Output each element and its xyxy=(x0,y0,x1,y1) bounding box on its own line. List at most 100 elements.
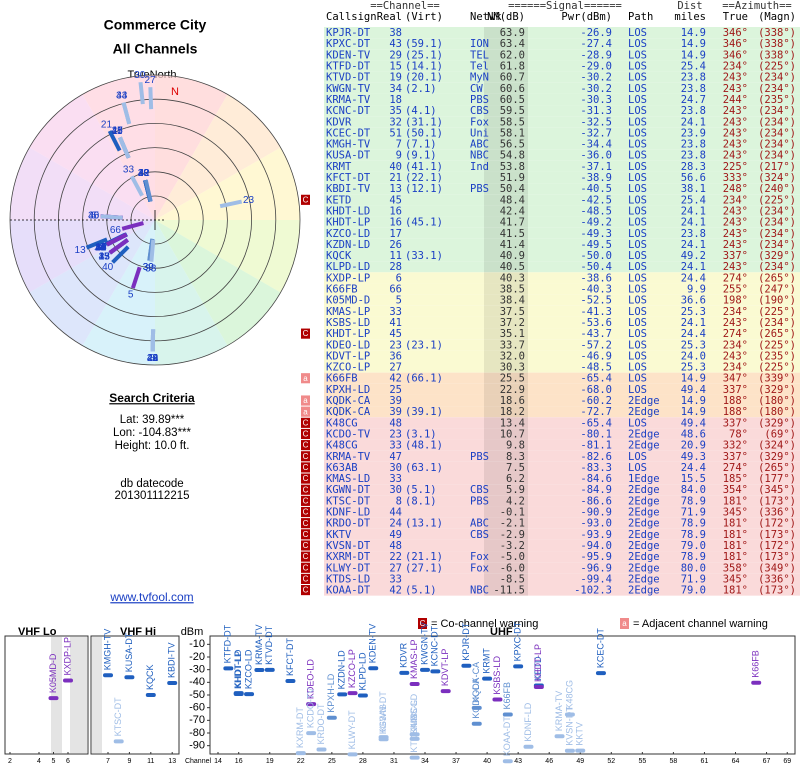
cell: KRMT xyxy=(326,161,352,173)
cell: (339°) xyxy=(758,373,796,385)
signal-mark xyxy=(409,755,420,760)
signal-mark xyxy=(306,731,317,736)
cell: 49 xyxy=(389,529,402,541)
cell: 36.6 xyxy=(681,295,706,307)
spoke-label: 32 xyxy=(95,242,107,253)
spectrum-chart: VHF Lo VHF Hi UHF dBm Channel -10-20-30-… xyxy=(4,621,796,765)
cell: KRDO-DT xyxy=(326,518,371,530)
cell: -41.3 xyxy=(580,306,612,318)
cell: -48.5 xyxy=(580,362,612,374)
y-tick-label: -80 xyxy=(189,727,205,739)
warning-box xyxy=(301,328,310,339)
cell: 243° xyxy=(723,139,748,151)
nm-shade xyxy=(484,183,528,195)
cell: 333° xyxy=(723,172,748,184)
cell: 20.9 xyxy=(681,440,706,452)
nm-shade xyxy=(484,361,528,373)
cell: 234° xyxy=(723,194,748,206)
signal-label: KHDT-LP xyxy=(533,644,543,682)
cell: 18.2 xyxy=(500,406,525,418)
signal-label: K63AB xyxy=(378,704,388,732)
signal-mark xyxy=(167,680,178,685)
spoke-label: 47 xyxy=(112,126,124,137)
title: Commerce City xyxy=(104,17,207,33)
cell: KDVT-LP xyxy=(326,350,370,362)
cell: 181° xyxy=(723,551,748,563)
row-bg xyxy=(324,38,800,50)
cell: 84.0 xyxy=(681,484,706,496)
row-bg xyxy=(324,183,800,195)
cell: -34.4 xyxy=(580,139,612,151)
cell: TEL xyxy=(470,49,489,61)
cell: 181° xyxy=(723,540,748,552)
spoke-label: 33 xyxy=(99,252,111,263)
cell: KHDT-LD xyxy=(326,205,370,217)
cell: (234°) xyxy=(758,83,796,95)
cell: 243° xyxy=(723,317,748,329)
site-link[interactable]: www.tvfool.com xyxy=(109,590,193,604)
row-bg xyxy=(324,528,800,540)
cell: (338°) xyxy=(758,38,796,50)
cell: 243° xyxy=(723,350,748,362)
warning-box xyxy=(301,585,310,596)
signal-label: KRDO-DT xyxy=(316,703,326,744)
station-spoke xyxy=(143,179,153,202)
cell: (66.1) xyxy=(405,373,443,385)
signal-label: KSBS-LD xyxy=(492,656,502,695)
x-axis-label: Channel xyxy=(185,758,212,765)
nm-shade xyxy=(484,49,528,61)
nm-shade xyxy=(484,261,528,273)
x-tick-label: 28 xyxy=(359,758,367,765)
cell: (172°) xyxy=(758,540,796,552)
cell: -37.1 xyxy=(580,161,612,173)
cell: 40.3 xyxy=(500,272,525,284)
row-bg xyxy=(324,350,800,362)
signal-label: KCDO-TV xyxy=(306,688,316,729)
cell: 33 xyxy=(389,573,402,585)
height: Height: 10.0 ft. xyxy=(115,440,190,452)
cell: 35 xyxy=(389,105,402,117)
cell: KUSA-DT xyxy=(326,150,371,162)
sector xyxy=(29,94,156,220)
warning-icon: C xyxy=(303,552,309,561)
spoke-label: 33 xyxy=(116,91,128,102)
x-tick-label: 22 xyxy=(297,758,305,765)
cell: 25.4 xyxy=(681,61,706,73)
cell: 30 xyxy=(389,484,402,496)
row-bg xyxy=(324,484,800,496)
cell: ION xyxy=(470,38,489,50)
cell: (59.1) xyxy=(405,38,443,50)
cell: (69°) xyxy=(764,428,796,440)
signal-label: KETD xyxy=(533,656,543,681)
nm-shade xyxy=(484,428,528,440)
signal-mark xyxy=(223,666,234,671)
x-tick-label: 31 xyxy=(390,758,398,765)
cell: PBS xyxy=(470,495,489,507)
row-bg xyxy=(324,361,800,373)
cell: -57.2 xyxy=(580,339,612,351)
signal-mark xyxy=(337,692,348,697)
cell: 40 xyxy=(389,161,402,173)
x-tick-label: 67 xyxy=(763,758,771,765)
cell: K66FB xyxy=(326,373,358,385)
cell: LOS xyxy=(628,317,647,329)
signal-label: KQDK-CA xyxy=(471,678,481,719)
cell: 18 xyxy=(389,94,402,106)
cell: 48.6 xyxy=(681,428,706,440)
spoke-label: 42 xyxy=(139,168,151,179)
vhf-hi-label: VHF Hi xyxy=(120,626,156,638)
warning-icon: C xyxy=(303,508,309,517)
row-bg xyxy=(324,27,800,39)
row-bg xyxy=(324,394,800,407)
column-header: (Magn) xyxy=(758,11,796,23)
signal-label: KVSN-DT xyxy=(564,706,574,746)
nm-shade xyxy=(484,394,528,407)
adj-icon-box xyxy=(620,618,629,629)
cell: 15 xyxy=(389,61,402,73)
cell: LOS xyxy=(628,451,647,463)
spoke-label: 39 xyxy=(143,262,155,273)
signal-label: KTFD-DT xyxy=(223,624,233,663)
signal-mark xyxy=(368,666,379,671)
cell: LOS xyxy=(628,194,647,206)
spoke-label: 16 xyxy=(95,242,107,253)
